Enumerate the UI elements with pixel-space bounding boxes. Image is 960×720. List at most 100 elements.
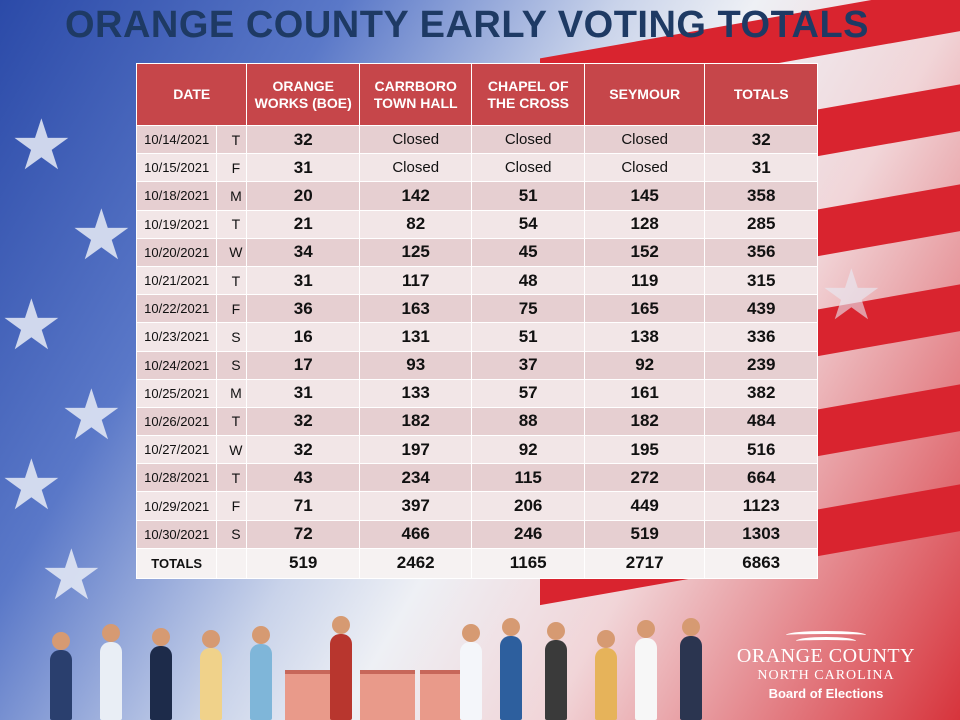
- row-date: 10/15/2021: [135, 153, 218, 183]
- totals-chapel: 1165: [471, 547, 585, 579]
- row-carrboro: 133: [358, 378, 473, 408]
- row-orange-works: 16: [246, 322, 360, 352]
- table-row: 10/22/2021 F 36 163 75 165 439: [135, 294, 818, 324]
- row-chapel: Closed: [471, 124, 585, 155]
- logo-line-3: Board of Elections: [768, 686, 884, 701]
- row-date: 10/23/2021: [135, 322, 218, 352]
- row-day: S: [216, 350, 248, 380]
- page-title: ORANGE COUNTY EARLY VOTING TOTALS: [64, 4, 870, 46]
- row-seymour: 449: [583, 491, 706, 521]
- header-totals: TOTALS: [704, 63, 818, 126]
- logo-line-2: NORTH CAROLINA: [757, 668, 895, 683]
- row-total: 358: [704, 181, 818, 211]
- row-orange-works: 31: [246, 265, 360, 296]
- row-total: 1123: [704, 491, 818, 521]
- row-carrboro: 82: [358, 209, 473, 239]
- row-date: 10/14/2021: [135, 124, 218, 155]
- row-total: 664: [704, 463, 818, 493]
- row-date: 10/27/2021: [135, 435, 218, 465]
- table-body: 10/14/2021 T 32 Closed Closed Closed 32 10/15/2…: [135, 124, 818, 549]
- board-of-elections-logo: ORANGE COUNTY NORTH CAROLINA Board of El…: [726, 623, 926, 701]
- row-date: 10/22/2021: [135, 294, 218, 324]
- row-carrboro: Closed: [358, 153, 473, 183]
- row-chapel: 92: [471, 435, 585, 465]
- row-day: S: [216, 519, 248, 549]
- row-orange-works: 43: [246, 463, 360, 493]
- row-day: T: [216, 463, 248, 493]
- row-seymour: 195: [583, 435, 706, 465]
- table-row: 10/21/2021 T 31 117 48 119 315: [135, 265, 818, 296]
- row-carrboro: 197: [358, 435, 473, 465]
- row-orange-works: 72: [246, 519, 360, 549]
- table-row: 10/14/2021 T 32 Closed Closed Closed 32: [135, 124, 818, 155]
- row-carrboro: 234: [358, 463, 473, 493]
- row-total: 31: [704, 153, 818, 183]
- row-chapel: 37: [471, 350, 585, 380]
- header-seymour: SEYMOUR: [583, 63, 706, 126]
- row-chapel: 54: [471, 209, 585, 239]
- row-total: 336: [704, 322, 818, 352]
- totals-seymour: 2717: [583, 547, 706, 579]
- row-day: T: [216, 124, 248, 155]
- totals-label: TOTALS: [135, 547, 218, 579]
- row-total: 32: [704, 124, 818, 155]
- row-orange-works: 32: [246, 435, 360, 465]
- row-orange-works: 20: [246, 181, 360, 211]
- row-total: 439: [704, 294, 818, 324]
- row-total: 1303: [704, 519, 818, 549]
- header-date: DATE: [135, 63, 248, 126]
- table-row: 10/30/2021 S 72 466 246 519 1303: [135, 519, 818, 549]
- row-date: 10/20/2021: [135, 237, 218, 267]
- row-seymour: 182: [583, 406, 706, 437]
- row-chapel: Closed: [471, 153, 585, 183]
- row-chapel: 51: [471, 181, 585, 211]
- row-seymour: 92: [583, 350, 706, 380]
- row-chapel: 51: [471, 322, 585, 352]
- row-chapel: 75: [471, 294, 585, 324]
- row-date: 10/29/2021: [135, 491, 218, 521]
- row-day: F: [216, 294, 248, 324]
- table-row: 10/28/2021 T 43 234 115 272 664: [135, 463, 818, 493]
- row-date: 10/21/2021: [135, 265, 218, 296]
- logo-line-1: ORANGE COUNTY: [736, 645, 916, 667]
- table-row: 10/25/2021 M 31 133 57 161 382: [135, 378, 818, 408]
- row-seymour: 138: [583, 322, 706, 352]
- row-total: 516: [704, 435, 818, 465]
- logo-swoosh-icon: [726, 623, 926, 645]
- table-row: 10/24/2021 S 17 93 37 92 239: [135, 350, 818, 380]
- row-date: 10/24/2021: [135, 350, 218, 380]
- totals-orange: 519: [246, 547, 360, 579]
- table-row: 10/29/2021 F 71 397 206 449 1123: [135, 491, 818, 521]
- row-seymour: 161: [583, 378, 706, 408]
- row-total: 285: [704, 209, 818, 239]
- row-seymour: 145: [583, 181, 706, 211]
- row-chapel: 206: [471, 491, 585, 521]
- totals-day: [216, 547, 248, 579]
- table-row: 10/19/2021 T 21 82 54 128 285: [135, 209, 818, 239]
- row-chapel: 115: [471, 463, 585, 493]
- row-date: 10/18/2021: [135, 181, 218, 211]
- row-orange-works: 31: [246, 378, 360, 408]
- row-total: 239: [704, 350, 818, 380]
- row-seymour: Closed: [583, 124, 706, 155]
- row-orange-works: 32: [246, 406, 360, 437]
- row-day: W: [216, 237, 248, 267]
- row-date: 10/25/2021: [135, 378, 218, 408]
- row-orange-works: 34: [246, 237, 360, 267]
- row-chapel: 48: [471, 265, 585, 296]
- table-header-row: DATE ORANGE WORKS (BOE) CARRBORO TOWN HA…: [135, 63, 818, 126]
- row-total: 382: [704, 378, 818, 408]
- row-orange-works: 31: [246, 153, 360, 183]
- row-seymour: Closed: [583, 153, 706, 183]
- row-orange-works: 21: [246, 209, 360, 239]
- row-total: 315: [704, 265, 818, 296]
- row-day: F: [216, 153, 248, 183]
- row-seymour: 519: [583, 519, 706, 549]
- row-carrboro: 117: [358, 265, 473, 296]
- table-row: 10/23/2021 S 16 131 51 138 336: [135, 322, 818, 352]
- row-seymour: 165: [583, 294, 706, 324]
- totals-carrboro: 2462: [358, 547, 473, 579]
- row-chapel: 57: [471, 378, 585, 408]
- row-orange-works: 17: [246, 350, 360, 380]
- row-carrboro: 466: [358, 519, 473, 549]
